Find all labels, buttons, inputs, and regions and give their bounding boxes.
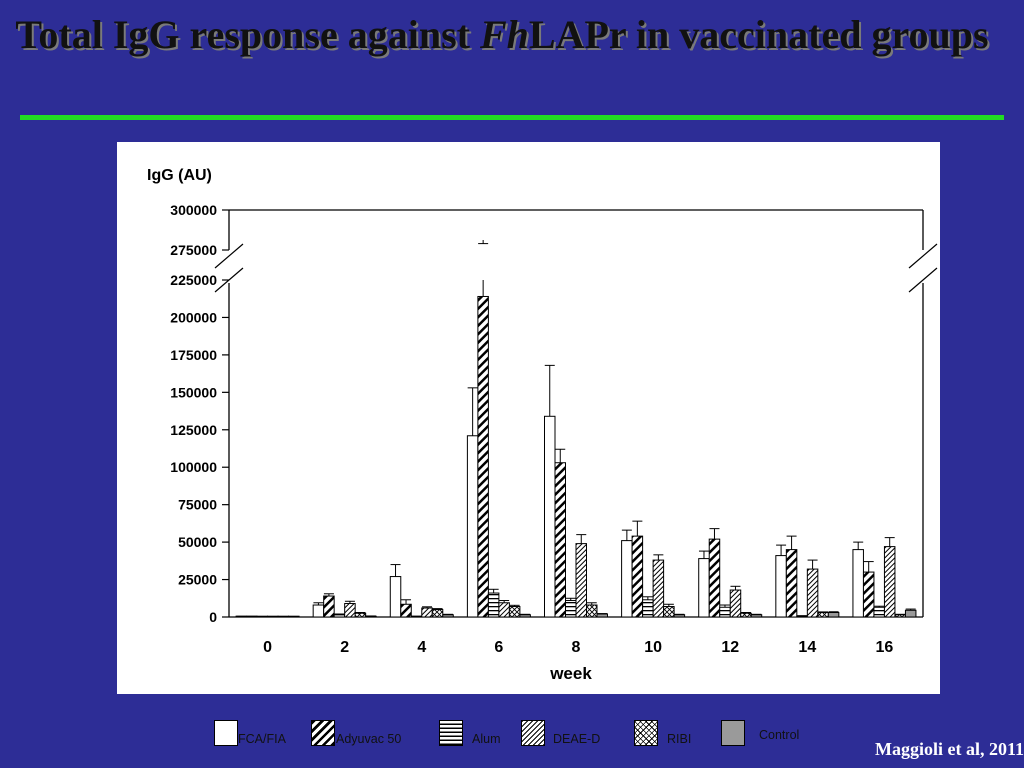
bar-adyuvac-50-week-10 (631, 535, 644, 618)
legend-label-ribi: RIBI (667, 732, 692, 746)
title-italic: Fh (479, 12, 529, 57)
legend-swatch-control (721, 720, 745, 746)
x-tick-label: 12 (721, 639, 739, 656)
legend-label-fca-fia: FCA/FIA (238, 732, 286, 746)
bar-ribi-week-4 (431, 609, 444, 618)
x-tick-label: 10 (644, 639, 662, 656)
legend-label-alum: Alum (472, 732, 501, 746)
bar-control-week-16 (904, 609, 917, 618)
y-tick-label: 100000 (170, 459, 217, 475)
bar-adyuvac-50-week-14 (785, 549, 798, 618)
bar-adyuvac-50-week-12 (708, 538, 721, 618)
citation: Maggioli et al, 2011 (875, 739, 1024, 759)
bar-fca-fia-week-8 (544, 415, 556, 618)
bar-ribi-week-2 (354, 612, 367, 618)
y-tick-label: 150000 (170, 384, 217, 400)
bar-fca-fia-week-6 (466, 435, 479, 618)
bar-fca-fia-week-12 (698, 558, 710, 618)
bar-adyuvac-50-week-16 (862, 571, 875, 618)
bar-control-week-10 (673, 614, 686, 618)
bar-ribi-week-6 (508, 606, 521, 618)
bar-alum-week-10 (642, 599, 654, 618)
x-tick-label: 8 (572, 639, 581, 656)
bar-deae-d-week-10 (652, 559, 665, 618)
legend-swatch-ribi (634, 720, 658, 746)
bar-deae-d-week-12 (729, 589, 742, 618)
bar-fca-fia-week-4 (389, 576, 402, 618)
bar-control-week-6 (519, 614, 531, 618)
y-tick-label: 25000 (178, 572, 217, 588)
y-tick-label: 125000 (170, 422, 217, 438)
title-part-2: LAPr in vaccinated groups (528, 12, 989, 57)
right-frame-break-mark-a (908, 243, 938, 269)
y-tick-label: 200000 (170, 309, 217, 325)
y-tick-label: 300000 (170, 202, 217, 218)
x-tick-label: 2 (340, 639, 349, 656)
bar-alum-week-12 (719, 606, 731, 618)
legend-swatch-adyuvac-50 (311, 720, 335, 746)
x-tick-label: 14 (798, 639, 816, 656)
slide-title: Total IgG response against FhLAPr in vac… (0, 12, 1004, 58)
bar-deae-d-week-4 (421, 607, 433, 618)
legend-swatch-alum (439, 720, 463, 746)
bar-alum-week-2 (333, 614, 346, 618)
bar-adyuvac-50-week-6 (477, 295, 489, 618)
legend: FCA/FIA Adyuvac 50 Alum DEAE-D RIBI Control (0, 720, 1024, 760)
bar-control-week-12 (750, 614, 763, 618)
x-tick-label: 6 (494, 639, 503, 656)
legend-label-adyuvac-50: Adyuvac 50 (336, 732, 402, 746)
x-axis-title: week (549, 664, 592, 683)
chart-panel: 0 25000 50000 75000 100000 125000 150000 175000… (117, 142, 940, 694)
bar-ribi-week-10 (663, 606, 675, 618)
x-tick-label: 0 (263, 639, 272, 656)
y-tick-label: 0 (209, 609, 217, 625)
bar-control-week-14 (827, 612, 840, 618)
y-tick-label: 75000 (178, 497, 217, 513)
bar-control-week-4 (442, 614, 454, 618)
bar-ribi-week-12 (740, 612, 752, 618)
x-tick-label: 16 (876, 639, 894, 656)
y-tick-label: 275000 (170, 242, 217, 258)
bar-adyuvac-50-week-4 (400, 603, 412, 618)
y-tick-label: 225000 (170, 272, 217, 288)
bar-ribi-week-8 (586, 604, 598, 618)
x-tick-label: 4 (417, 639, 426, 656)
legend-swatch-fca-fia (214, 720, 238, 746)
legend-swatch-deae-d (521, 720, 545, 746)
legend-label-control: Control (759, 728, 800, 742)
bar-alum-week-6 (487, 592, 500, 618)
legend-label-deae-d: DEAE-D (553, 732, 601, 746)
bar-deae-d-week-6 (498, 602, 510, 618)
bar-fca-fia-week-2 (312, 604, 325, 618)
bar-fca-fia-week-14 (775, 555, 787, 618)
bar-ribi-week-14 (817, 612, 829, 618)
bar-deae-d-week-8 (575, 543, 587, 618)
y-tick-label: 50000 (178, 534, 217, 550)
bar-alum-week-16 (873, 606, 885, 618)
bar-deae-d-week-2 (344, 603, 356, 618)
y-axis-title: IgG (AU) (147, 167, 212, 184)
bar-adyuvac-50-week-2 (323, 595, 335, 618)
bar-ribi-week-16 (894, 614, 906, 618)
title-part-1: Total IgG response against (15, 12, 480, 57)
bar-deae-d-week-16 (883, 546, 896, 618)
y-axis-break-mark-a (214, 243, 244, 269)
bar-control-week-8 (596, 613, 608, 618)
bar-fca-fia-week-10 (621, 540, 633, 618)
right-frame-break-mark-b (908, 267, 938, 293)
bar-adyuvac-50-week-8 (554, 462, 566, 618)
bar-deae-d-week-14 (806, 568, 819, 618)
bar-alum-week-14 (796, 615, 808, 618)
bar-fca-fia-week-16 (852, 549, 864, 618)
title-rule (20, 115, 1004, 120)
bar-alum-week-8 (565, 600, 577, 618)
y-tick-label: 175000 (170, 347, 217, 363)
igg-bar-chart: 0 25000 50000 75000 100000 125000 150000 175000… (147, 167, 938, 683)
